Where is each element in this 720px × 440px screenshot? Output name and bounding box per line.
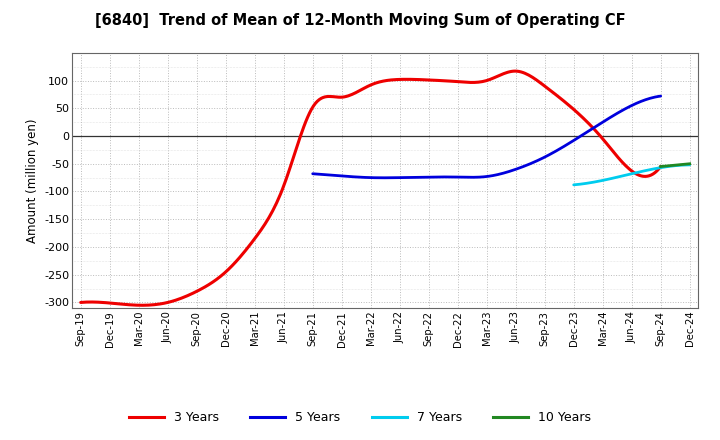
Legend: 3 Years, 5 Years, 7 Years, 10 Years: 3 Years, 5 Years, 7 Years, 10 Years — [124, 407, 596, 429]
Y-axis label: Amount (million yen): Amount (million yen) — [25, 118, 39, 242]
Text: [6840]  Trend of Mean of 12-Month Moving Sum of Operating CF: [6840] Trend of Mean of 12-Month Moving … — [95, 13, 625, 28]
